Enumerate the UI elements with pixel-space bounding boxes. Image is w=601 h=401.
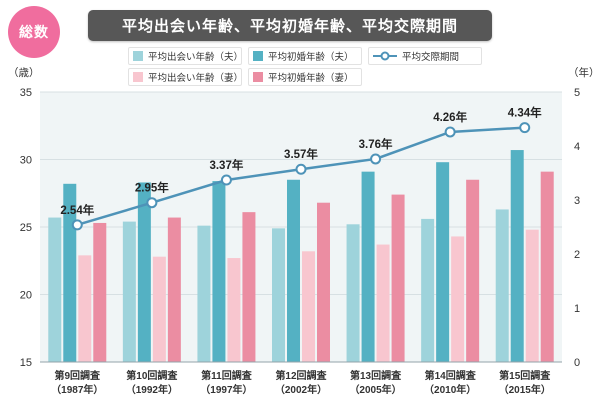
- legend-label: 平均交際期間: [402, 52, 460, 63]
- y-axis-tick-left: 30: [20, 155, 32, 167]
- data-label: 4.34年: [508, 106, 542, 120]
- right-axis-unit: （年）: [568, 66, 600, 79]
- x-axis-label-line1: 第9回調査: [55, 369, 102, 382]
- bar: [272, 228, 285, 362]
- bar: [540, 171, 554, 362]
- data-label: 2.95年: [135, 181, 169, 195]
- bar: [212, 181, 226, 362]
- bar: [167, 217, 181, 362]
- bar-line-chart: （歳） （年） 35 30 25 20 15 5 4 3 2 1 0 2.54年 2.95年 3.37年 3.5…: [8, 66, 600, 396]
- bar: [421, 218, 435, 362]
- legend-item-marriage-wife: 平均初婚年齢（妻）: [248, 68, 362, 86]
- y-axis-tick-left: 20: [20, 290, 32, 302]
- bar: [242, 212, 256, 362]
- bar: [93, 222, 107, 362]
- left-axis-unit: （歳）: [8, 67, 40, 79]
- bar: [197, 225, 211, 362]
- y-axis-tick-right: 0: [574, 357, 580, 369]
- legend-item-meet-husband: 平均出会い年齢（夫）: [128, 47, 244, 65]
- teal-light-swatch-icon: [133, 51, 143, 61]
- bar: [122, 221, 136, 362]
- data-label: 3.57年: [284, 147, 318, 161]
- page-title: 平均出会い年齢、平均初婚年齢、平均交際期間: [88, 10, 492, 41]
- legend-row-1: 平均出会い年齢（夫） 平均初婚年齢（夫） 平均交際期間: [128, 47, 488, 65]
- legend-item-marriage-husband: 平均初婚年齢（夫）: [248, 47, 362, 65]
- x-axis-label-line1: 第11回調査: [201, 369, 253, 382]
- y-axis-tick-right: 5: [574, 87, 580, 99]
- bar: [317, 202, 330, 362]
- x-axis-label-line1: 第12回調査: [275, 369, 327, 382]
- bar: [287, 179, 300, 362]
- legend-row-2: 平均出会い年齢（妻） 平均初婚年齢（妻）: [128, 68, 488, 86]
- bar: [495, 209, 509, 362]
- data-point: [71, 219, 83, 231]
- y-axis-tick-left: 25: [20, 222, 32, 234]
- y-axis-tick-left: 15: [20, 357, 32, 369]
- x-axis-label-line2: （1992年）: [126, 383, 178, 396]
- bar: [376, 244, 390, 362]
- data-point: [444, 126, 456, 138]
- bar: [152, 256, 166, 362]
- pink-dark-swatch-icon: [253, 72, 263, 82]
- x-axis-label-line2: （2002年）: [275, 383, 327, 396]
- bar: [451, 236, 465, 362]
- bar: [466, 179, 480, 362]
- x-axis-label-line1: 第13回調査: [350, 369, 402, 382]
- bar: [63, 183, 77, 362]
- x-axis-label-line2: （2015年）: [499, 383, 551, 396]
- legend: 平均出会い年齢（夫） 平均初婚年齢（夫） 平均交際期間 平均出会い年齢（妻）: [128, 47, 488, 86]
- pink-light-swatch-icon: [133, 72, 143, 82]
- legend-label: 平均出会い年齢（妻）: [148, 73, 244, 84]
- bar: [48, 217, 62, 362]
- x-axis-label-line2: （2010年）: [424, 383, 476, 396]
- x-axis-label-line1: 第10回調査: [126, 369, 178, 382]
- x-axis-label-line1: 第14回調査: [425, 369, 477, 382]
- y-axis-tick-right: 1: [574, 303, 580, 315]
- bar: [137, 182, 151, 362]
- bar: [436, 162, 450, 362]
- data-label: 4.26年: [433, 110, 467, 124]
- x-axis-label-line2: （2005年）: [349, 383, 401, 396]
- y-axis-tick-left: 35: [20, 87, 32, 99]
- x-axis-label-line2: （1997年）: [200, 383, 252, 396]
- data-point: [146, 197, 158, 209]
- legend-label: 平均初婚年齢（夫）: [268, 52, 354, 63]
- teal-dark-swatch-icon: [253, 51, 263, 61]
- legend-item-dating-period: 平均交際期間: [368, 47, 482, 65]
- data-point: [295, 163, 307, 175]
- data-label: 3.37年: [209, 158, 243, 172]
- bar: [510, 150, 524, 362]
- bar: [391, 194, 405, 362]
- data-label: 3.76年: [359, 137, 393, 151]
- line-marker-icon: [373, 51, 397, 61]
- bar: [78, 255, 92, 362]
- bar: [361, 171, 375, 362]
- y-axis-tick-right: 2: [574, 249, 580, 261]
- total-badge: 総数: [8, 6, 60, 58]
- bar: [346, 224, 360, 362]
- x-axis-label-line1: 第15回調査: [499, 369, 551, 382]
- legend-item-meet-wife: 平均出会い年齢（妻）: [128, 68, 244, 86]
- bar: [302, 251, 315, 362]
- legend-label: 平均初婚年齢（妻）: [268, 73, 354, 84]
- data-point: [370, 153, 382, 165]
- bar: [227, 258, 241, 362]
- data-point: [220, 174, 232, 186]
- y-axis-tick-right: 3: [574, 195, 580, 207]
- data-point: [519, 122, 531, 134]
- x-axis-label-line2: （1987年）: [51, 383, 103, 396]
- bar: [525, 229, 539, 362]
- legend-label: 平均出会い年齢（夫）: [148, 52, 244, 63]
- y-axis-tick-right: 4: [574, 141, 580, 153]
- data-label: 2.54年: [60, 203, 94, 217]
